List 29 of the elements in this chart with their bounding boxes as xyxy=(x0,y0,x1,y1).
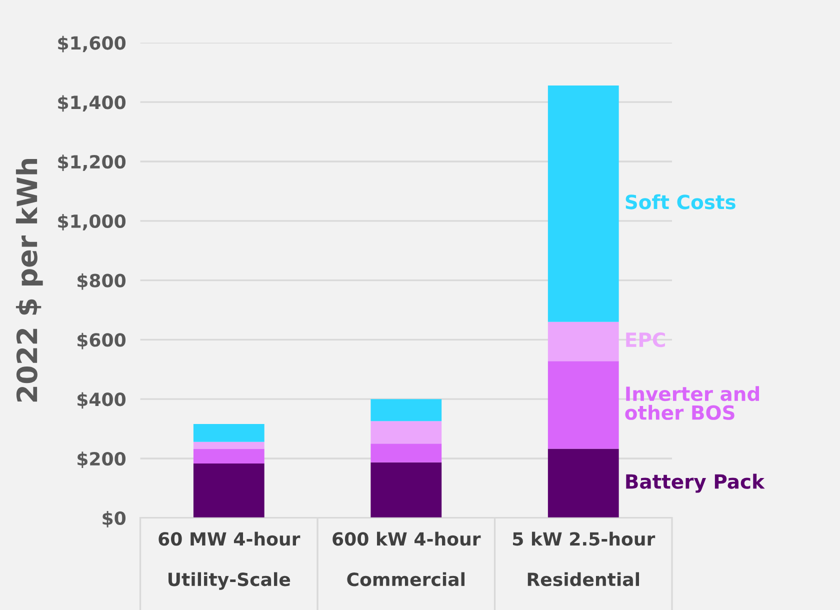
y-tick-label: $1,000 xyxy=(58,214,126,230)
bar xyxy=(193,448,264,464)
category-label: 600 kW 4-hour Commercial xyxy=(332,532,481,586)
bar xyxy=(548,361,619,449)
y-tick-label: $800 xyxy=(78,273,126,290)
y-tick-label: $0 xyxy=(102,511,126,528)
series-label: Battery Pack xyxy=(626,474,765,493)
category-label: 5 kW 2.5-hour Residential xyxy=(513,532,656,586)
bar xyxy=(548,85,619,322)
y-tick-label: $600 xyxy=(78,332,126,350)
bar xyxy=(548,322,619,362)
bar xyxy=(193,424,264,442)
series-label: Inverter and other BOS xyxy=(625,386,760,420)
y-tick-label: $1,200 xyxy=(58,154,126,172)
y-tick-label: $200 xyxy=(78,452,126,468)
bar xyxy=(370,399,442,422)
category-label: 60 MW 4-hour Utility-Scale xyxy=(158,532,300,590)
y-axis-title: 2022 $ per kWh xyxy=(16,158,43,402)
bar xyxy=(370,462,442,518)
series-label: EPC xyxy=(626,332,665,348)
y-tick-label: $400 xyxy=(78,392,126,409)
bar xyxy=(370,421,442,444)
bar xyxy=(193,442,264,449)
bar xyxy=(548,448,619,518)
bar xyxy=(370,444,442,462)
bar xyxy=(193,464,264,518)
y-tick-label: $1,400 xyxy=(58,95,126,112)
y-tick-label: $1,600 xyxy=(58,36,126,52)
series-label: Soft Costs xyxy=(626,194,736,210)
